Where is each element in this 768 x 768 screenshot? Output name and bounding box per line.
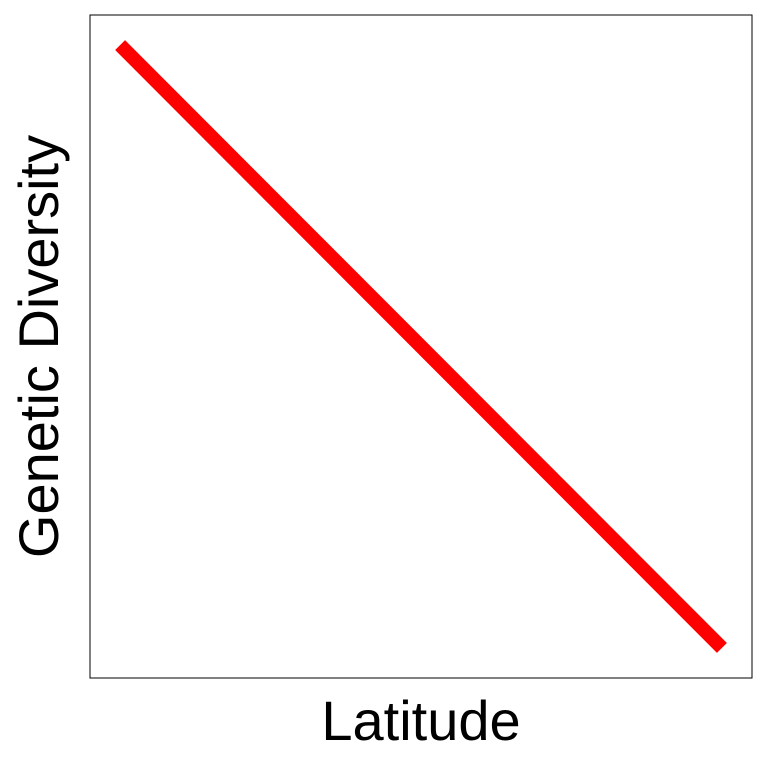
plot-frame	[89, 14, 753, 679]
series-layer	[115, 40, 727, 653]
series-line-1	[115, 40, 727, 653]
y-axis-label: Genetic Diversity	[7, 135, 70, 558]
x-axis-label: Latitude	[321, 689, 520, 752]
